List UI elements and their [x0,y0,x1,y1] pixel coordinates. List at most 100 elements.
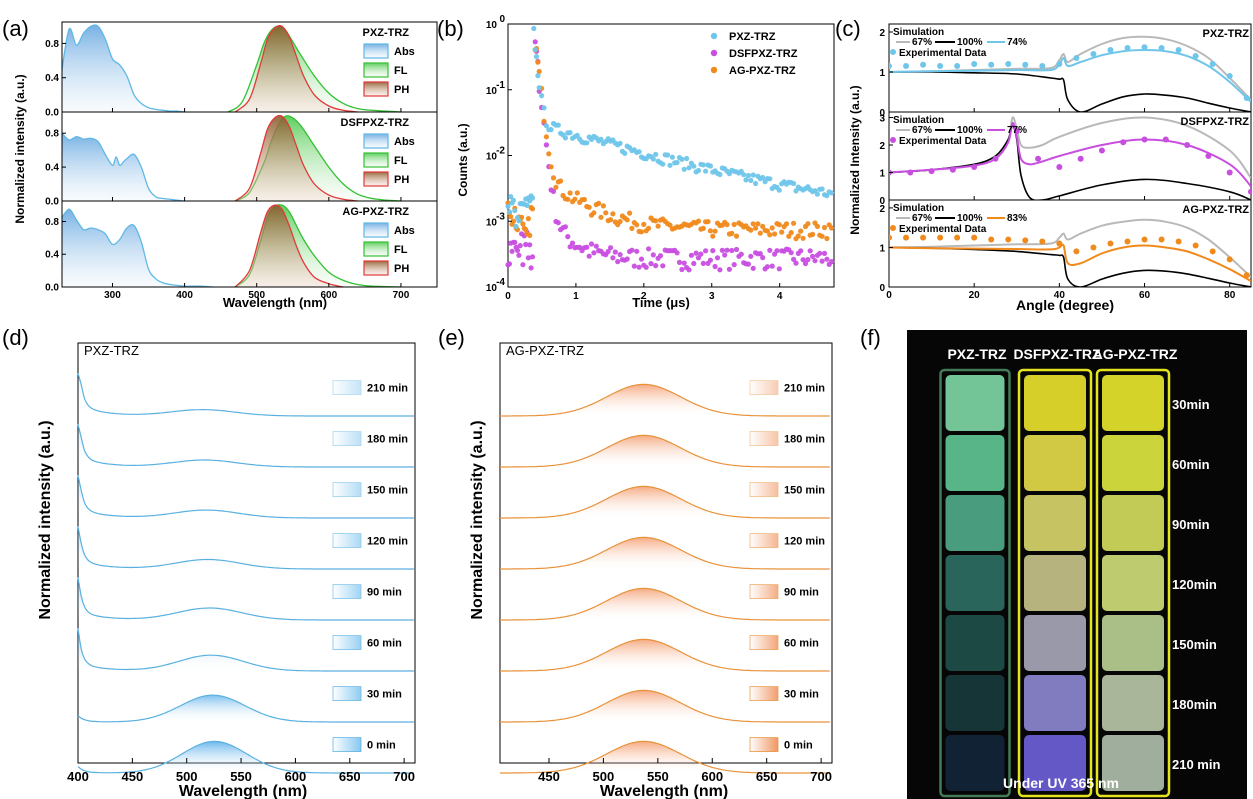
x-tick-label: 650 [339,769,361,784]
y-tick-label: 1 [879,169,885,180]
data-point [532,47,538,53]
spectrum-line [77,424,414,468]
data-point [719,247,725,253]
photo-time-label: 150min [1172,637,1217,652]
spectrum-30-min: 30 min [500,686,830,723]
legend-simulation: Simulation [893,115,944,126]
data-point [562,135,569,141]
data-point [591,250,597,256]
spectrum-line [77,694,414,723]
experimental-point [1035,155,1042,162]
ph-band-fill [235,25,358,112]
experimental-point [889,234,892,241]
data-point [650,252,656,258]
sim-67-line [889,246,1251,287]
experimental-point [1205,153,1212,159]
data-point [767,232,773,238]
y-tick-exponent: -3 [496,211,505,222]
legend-label: 120 min [784,536,825,548]
data-point [572,196,578,202]
legend-swatch [332,686,362,702]
sample-cell [945,435,1005,491]
x-tick-label: 1 [573,291,579,302]
data-point [513,223,519,230]
experimental-point [1209,61,1216,67]
legend-label: 30 min [784,689,819,701]
data-point [714,255,721,261]
y-tick-label: 0.0 [45,197,59,208]
x-tick-label: 500 [248,290,265,301]
data-point [641,221,647,227]
data-point [791,180,797,187]
spectrum-30-min: 30 min [77,686,414,723]
data-point [703,248,709,254]
panel-c-xlabel: Angle (degree) [1016,297,1114,313]
data-point [653,151,659,157]
data-point [653,263,659,269]
data-point [516,252,522,258]
data-point [712,263,718,270]
data-point [681,166,687,172]
data-point [819,186,825,192]
data-point [517,243,523,249]
x-tick-label: 20 [969,290,981,301]
data-point [648,261,654,267]
sample-cell [1102,495,1164,551]
data-point [584,140,590,146]
spectrum-180-min: 180 min [77,424,414,468]
plot-area [889,218,1251,287]
experimental-point [1120,139,1127,146]
sample-cell [1024,495,1086,551]
legend-marker-experimental [890,225,896,231]
legend-label: 210 min [367,383,408,395]
data-point [553,184,559,190]
subplot-name: DSFPXZ-TRZ [1181,116,1250,128]
panel-a-subplot-3: 0.0 0.4 0.8 AG-PXZ-TRZ Abs FL PH [45,200,438,294]
legend-label: Abs [394,225,415,237]
legend-label: 180 min [367,434,408,446]
spectrum-90-min: 90 min [77,577,414,621]
data-point [824,256,830,262]
abs-band-fill [62,133,185,201]
data-point [546,151,552,157]
data-point [509,248,515,254]
data-point [757,230,763,236]
experimental-point [954,63,961,69]
spectrum-line [499,434,830,468]
spectrum-fill [78,695,414,722]
data-point [691,163,697,169]
data-point [525,255,532,261]
legend-label: FL [394,155,408,167]
data-point [760,255,766,261]
data-point [779,229,785,235]
y-tick-exponent: -1 [496,80,505,91]
experimental-point [1077,155,1084,162]
fl-band-line [227,25,401,113]
data-point [786,233,792,239]
experimental-point [1226,73,1233,79]
data-point [686,267,692,273]
sample-cell [1102,375,1164,431]
sim-100-line [889,35,1251,101]
x-tick-label: 2 [641,291,647,302]
subplot-name: PXZ-TRZ [363,27,410,39]
data-point [733,233,740,239]
legend-swatch [363,81,389,97]
legend-swatch [332,635,362,651]
data-point [722,252,728,258]
experimental-point [1141,136,1148,143]
data-point [527,242,533,248]
data-point [543,142,550,148]
series-AG-PXZ-TRZ [505,45,835,242]
experimental-point [928,168,935,175]
legend-label: 0 min [784,740,813,752]
abs-band-fill [62,24,185,112]
data-point [520,221,526,227]
sim-100-line [889,218,1251,278]
data-point [650,156,656,162]
data-point [665,152,671,158]
legend-swatch [363,62,389,78]
legend-swatch [363,152,389,168]
legend-swatch [332,482,362,498]
